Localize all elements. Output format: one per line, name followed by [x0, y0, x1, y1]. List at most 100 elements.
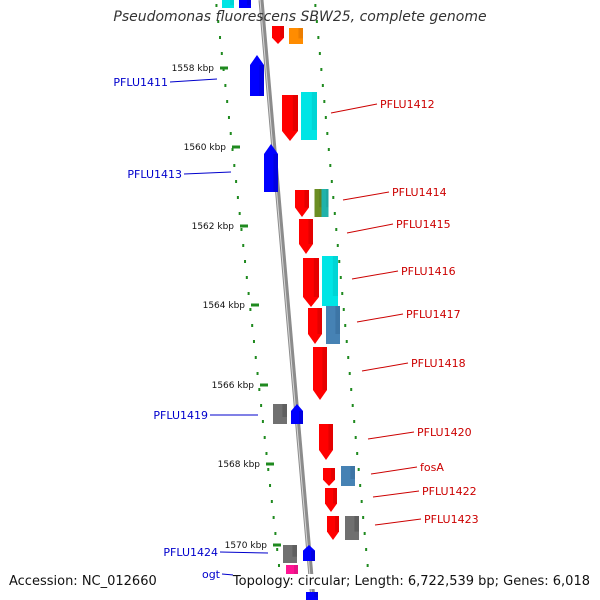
gene-pflu1416 — [303, 258, 319, 307]
gene-pflu1414-c-shade — [326, 189, 329, 208]
right-label-leader — [351, 270, 399, 280]
left-ring-dot — [242, 244, 245, 247]
left-ring-dot — [224, 84, 227, 87]
left-ring-dot — [252, 340, 255, 343]
left-ring-dot — [249, 308, 252, 311]
left-ring-dot — [272, 516, 275, 519]
left-ring-dot — [269, 484, 272, 487]
left-gene-label: ogt — [202, 568, 221, 581]
right-ring-dot — [347, 356, 350, 359]
left-label-leader — [219, 551, 269, 554]
tick-label: 1564 kbp — [203, 301, 246, 311]
gene-pflu1423-b-shade — [354, 516, 359, 532]
tick-mark — [232, 145, 240, 149]
right-ring-dot — [318, 52, 321, 55]
left-ring-dot — [263, 436, 266, 439]
right-ring-dot — [344, 324, 347, 327]
right-ring-dot — [321, 84, 324, 87]
right-ring-dot — [336, 244, 339, 247]
genome-summary-text: Topology: circular; Length: 6,722,539 bp… — [232, 574, 590, 589]
gene-pflu1423-b — [345, 516, 359, 540]
right-ring-dot — [335, 228, 338, 231]
tick-mark — [220, 66, 228, 70]
gene-pflu1414-b — [314, 189, 322, 217]
gene-top-partial — [222, 0, 234, 8]
gene-pflu1418-shade — [322, 347, 327, 390]
right-ring-dot — [332, 196, 335, 199]
right-label-leader — [361, 362, 409, 372]
feature-ring-dots — [215, 4, 371, 583]
right-gene-label: PFLU1422 — [422, 485, 477, 498]
gene-pflu1412 — [282, 95, 298, 141]
gene-fosa-shade — [331, 468, 335, 480]
left-ring-dot — [236, 196, 239, 199]
right-ring-dot — [363, 532, 366, 535]
gene-pflu1419-a-shade — [282, 404, 287, 417]
left-ring-dot — [267, 468, 270, 471]
left-ring-dot — [231, 148, 234, 151]
gene-pflu1415 — [299, 219, 313, 254]
right-label-leader — [367, 431, 415, 440]
right-ring-dot — [329, 164, 332, 167]
gene-bottom-partial — [306, 592, 318, 600]
backbone-line — [258, 0, 316, 600]
left-ring-dot — [254, 356, 257, 359]
tick-label: 1570 kbp — [225, 541, 268, 551]
left-ring-dot — [226, 100, 229, 103]
right-label-leader — [374, 518, 422, 526]
right-label-leader — [342, 191, 390, 201]
genome-backbone — [258, 0, 316, 600]
right-gene-label: PFLU1414 — [392, 186, 447, 199]
gene-top-partial — [239, 0, 251, 8]
left-gene-label: PFLU1419 — [153, 409, 208, 422]
right-ring-dot — [323, 100, 326, 103]
right-gene-label: PFLU1416 — [401, 265, 456, 278]
gene-pflu1412-shade — [292, 95, 298, 131]
left-ring-dot — [240, 228, 243, 231]
gene-pflu1418 — [313, 347, 327, 400]
right-ring-dot — [348, 372, 351, 375]
left-ring-dot — [277, 564, 280, 567]
gene-features — [222, 0, 359, 600]
right-ring-dot — [357, 468, 360, 471]
tick-label: 1568 kbp — [218, 460, 261, 470]
tick-label: 1558 kbp — [172, 64, 215, 74]
gene-pflu1416-shade — [313, 258, 319, 297]
right-ring-dot — [315, 20, 318, 23]
left-ring-dot — [233, 164, 236, 167]
gene-pflu1423-shade — [335, 516, 339, 532]
left-ring-dot — [220, 52, 223, 55]
gene-pflu1424-b-shade — [311, 550, 315, 561]
gene-pflu1416-b — [322, 256, 338, 306]
gene-pflu1422 — [325, 488, 337, 512]
tick-mark — [266, 462, 274, 466]
right-ring-dot — [326, 132, 329, 135]
left-ring-dot — [258, 388, 261, 391]
gene-pflu1423 — [327, 516, 339, 540]
right-label-leader — [370, 466, 418, 475]
right-ring-dot — [314, 4, 317, 7]
gene-pflu1413-shade — [273, 154, 278, 192]
right-ring-dot — [341, 292, 344, 295]
gene-pflu1419-a — [273, 404, 287, 424]
right-ring-dot — [342, 308, 345, 311]
right-ring-dot — [350, 388, 353, 391]
gene-pflu1424-b — [303, 545, 315, 561]
tick-mark — [240, 224, 248, 228]
left-ring-dot — [245, 276, 248, 279]
right-ring-dot — [333, 212, 336, 215]
left-ring-dot — [265, 452, 268, 455]
gene-top-partial-shade — [298, 28, 303, 39]
left-ring-dot — [229, 132, 232, 135]
tick-label: 1566 kbp — [212, 381, 255, 391]
left-gene-label: PFLU1411 — [113, 76, 168, 89]
left-ring-dot — [215, 4, 218, 7]
gene-pflu1415-shade — [308, 219, 313, 244]
left-ring-dot — [260, 404, 263, 407]
gene-pflu1414-c — [321, 189, 329, 217]
gene-pflu1413 — [264, 144, 278, 192]
right-ring-dot — [362, 516, 365, 519]
gene-top-partial-shade — [230, 0, 234, 6]
gene-pflu1424-a-shade — [292, 545, 297, 557]
gene-ogt-shade — [294, 565, 298, 575]
